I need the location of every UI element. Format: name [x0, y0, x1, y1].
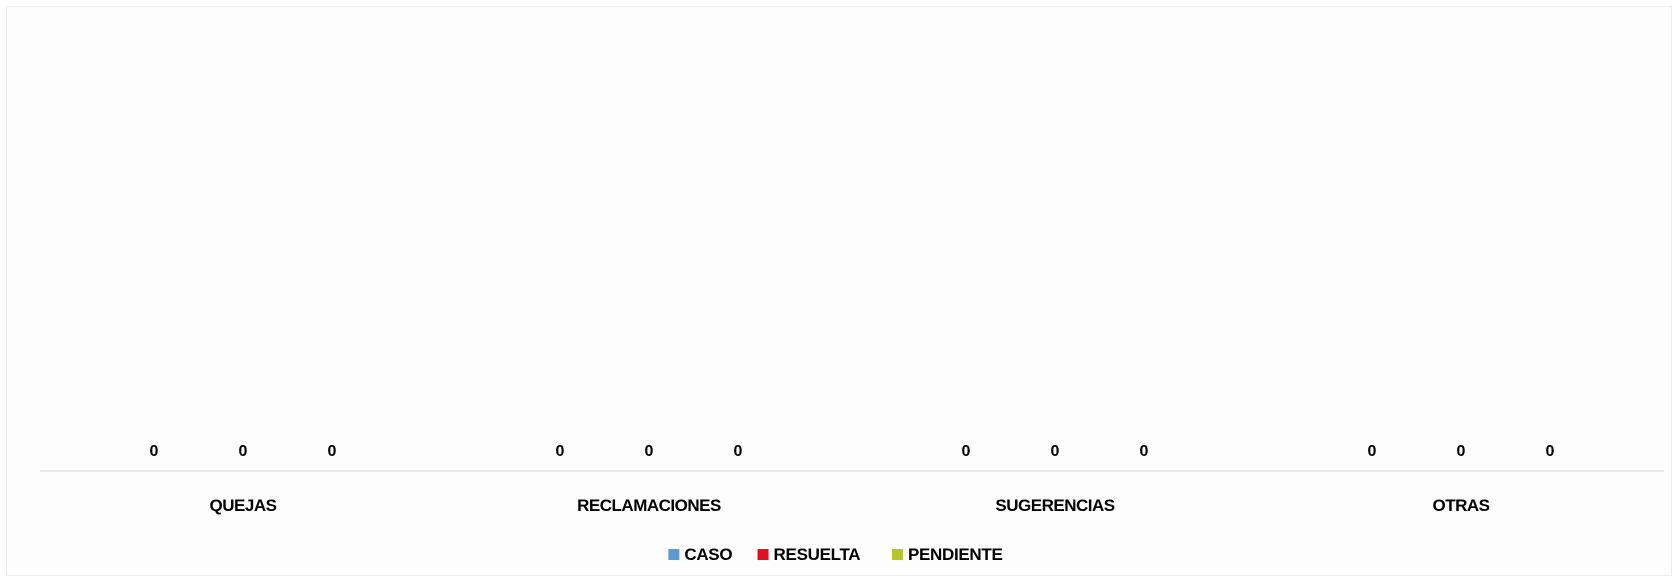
chart-area: [6, 6, 1672, 576]
data-label-caso-sugerencias: 0: [962, 443, 971, 460]
category-label-sugerencias: SUGERENCIAS: [995, 496, 1114, 515]
category-labels-group: QUEJAS RECLAMACIONES SUGERENCIAS OTRAS: [210, 496, 1491, 515]
data-label-caso-reclamaciones: 0: [556, 443, 565, 460]
legend: CASO RESUELTA PENDIENTE: [668, 545, 1003, 564]
category-label-quejas: QUEJAS: [210, 496, 277, 515]
data-label-pendiente-reclamaciones: 0: [734, 443, 743, 460]
data-label-resuelta-reclamaciones: 0: [645, 443, 654, 460]
data-label-pendiente-quejas: 0: [328, 443, 337, 460]
data-label-resuelta-quejas: 0: [239, 443, 248, 460]
data-label-resuelta-sugerencias: 0: [1051, 443, 1060, 460]
legend-label-resuelta: RESUELTA: [774, 545, 861, 564]
legend-label-caso: CASO: [684, 545, 732, 564]
data-label-pendiente-otras: 0: [1546, 443, 1555, 460]
data-label-pendiente-sugerencias: 0: [1140, 443, 1149, 460]
data-label-caso-otras: 0: [1368, 443, 1377, 460]
legend-label-pendiente: PENDIENTE: [908, 545, 1003, 564]
category-label-reclamaciones: RECLAMACIONES: [577, 496, 721, 515]
legend-swatch-resuelta: [757, 549, 769, 560]
data-label-caso-quejas: 0: [150, 443, 159, 460]
category-label-otras: OTRAS: [1433, 496, 1490, 515]
data-labels-group: 0 0 0 0 0 0 0 0 0 0 0 0: [150, 443, 1555, 460]
legend-swatch-pendiente: [891, 549, 903, 560]
data-label-resuelta-otras: 0: [1457, 443, 1466, 460]
legend-swatch-caso: [668, 549, 680, 560]
